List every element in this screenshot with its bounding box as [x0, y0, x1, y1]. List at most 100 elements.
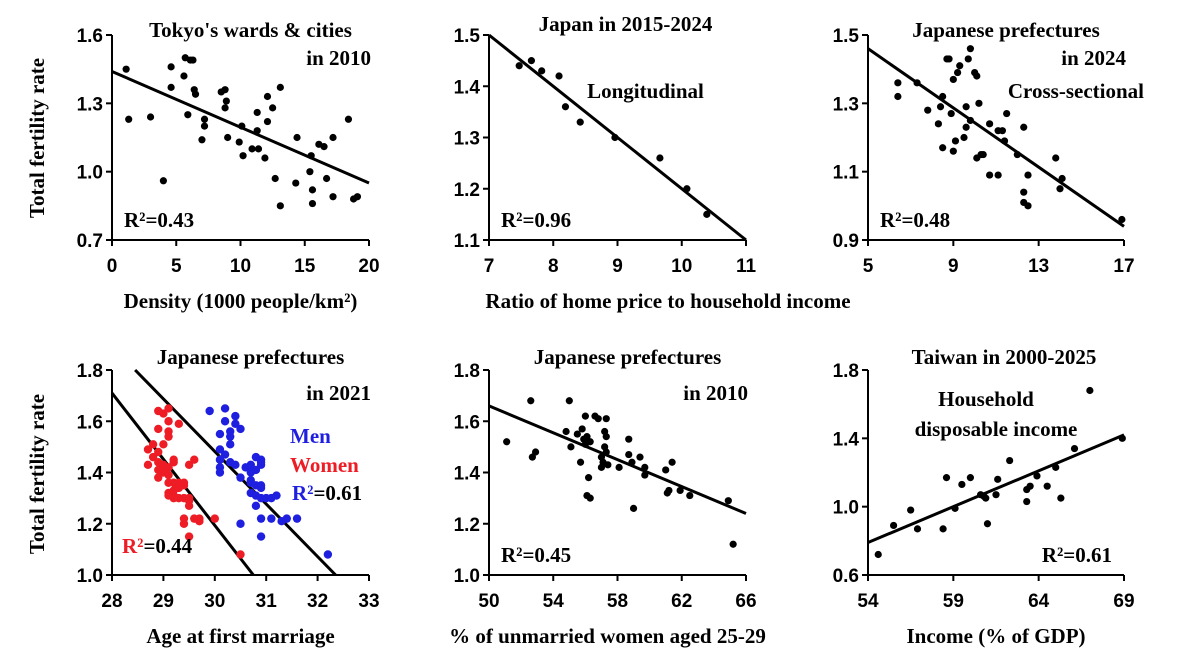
data-point-prefectures — [962, 103, 970, 111]
x-tick-label: 20 — [358, 256, 379, 277]
data-point-wards-cities — [269, 104, 277, 112]
data-point-prefectures — [567, 443, 575, 451]
r-squared-label-men: R²=0.61 — [292, 481, 362, 505]
data-point-taiwan — [874, 550, 882, 559]
panel-4: 1.0 1.2 1.4 1.6 1.8 28 29 30 31 32 33 Japanese pref… — [77, 345, 380, 648]
data-point-prefectures — [894, 79, 902, 87]
y-tick-label: 0.9 — [833, 231, 859, 252]
data-point-japan — [561, 103, 570, 111]
data-point-prefectures — [665, 486, 673, 495]
data-point-japan — [555, 72, 563, 80]
data-point-prefectures — [586, 438, 594, 446]
data-point-men — [256, 483, 266, 493]
x-tick-label: 62 — [671, 591, 692, 612]
data-point-women — [154, 424, 163, 434]
y-axis-label-top: Total fertility rate — [25, 58, 49, 218]
data-point-taiwan — [939, 525, 947, 533]
x-axis-label: Income (% of GDP) — [906, 624, 1085, 648]
panel-2: 1.1 1.2 1.3 1.4 1.5 7 8 9 10 11 Japan in 2015-2024… — [454, 12, 757, 277]
panel-3: 0.9 1.1 1.3 1.5 5 9 13 17 Japanese prefectures in… — [833, 18, 1145, 277]
data-point-men — [251, 501, 261, 511]
y-tick-label: 1.2 — [77, 515, 103, 536]
data-point-prefectures — [528, 453, 536, 461]
data-point-japan — [703, 210, 711, 218]
data-point-prefectures — [641, 463, 649, 471]
data-point-prefectures — [945, 55, 953, 63]
x-tick-label: 9 — [948, 256, 959, 277]
data-point-prefectures — [1056, 185, 1064, 193]
data-point-prefectures — [973, 72, 981, 80]
data-point-men — [231, 411, 240, 421]
regression-line — [867, 433, 1125, 544]
data-point-prefectures — [503, 438, 511, 446]
data-point-prefectures — [586, 494, 594, 502]
data-point-prefectures — [951, 137, 960, 145]
data-point-wards-cities — [308, 199, 317, 208]
panel-annotation: Longitudinal — [587, 79, 704, 103]
x-tick-label: 54 — [543, 591, 565, 612]
data-point-women — [164, 463, 173, 472]
data-point-prefectures — [668, 458, 676, 466]
data-point-prefectures — [625, 435, 633, 443]
data-point-wards-cities — [307, 152, 315, 160]
data-point-women — [148, 452, 158, 462]
data-point-men — [267, 514, 276, 523]
data-point-prefectures — [584, 474, 593, 482]
panel-title: Japanese prefectures — [157, 345, 345, 369]
data-point-taiwan — [1043, 482, 1051, 490]
data-point-taiwan — [992, 491, 1000, 499]
data-point-men — [226, 440, 235, 449]
data-point-prefectures — [602, 448, 610, 456]
data-point-prefectures — [939, 144, 947, 152]
y-tick-label: 0.7 — [77, 231, 103, 252]
panel-title: Japan in 2015-2024 — [539, 12, 713, 36]
r-squared-label: R²=0.45 — [501, 543, 571, 567]
data-point-taiwan — [1033, 472, 1041, 480]
y-tick-label: 1.3 — [77, 94, 103, 115]
x-tick-label: 31 — [256, 591, 278, 612]
r-squared-label-women: R²=0.44 — [122, 534, 193, 558]
data-point-taiwan — [983, 520, 992, 528]
data-point-wards-cities — [235, 138, 243, 146]
data-point-prefectures — [615, 463, 623, 471]
y-tick-label: 1.2 — [454, 180, 480, 201]
panel-title-line-2: in 2024 — [1061, 46, 1126, 70]
data-point-women — [169, 458, 178, 467]
data-point-wards-cities — [200, 115, 209, 123]
x-tick-label: 33 — [358, 591, 379, 612]
data-point-men — [256, 514, 266, 523]
data-point-wards-cities — [146, 113, 155, 121]
data-point-women — [169, 493, 178, 503]
data-point-prefectures — [986, 120, 994, 128]
data-point-women — [164, 432, 173, 441]
y-tick-label: 1.4 — [77, 464, 104, 485]
data-point-men — [246, 468, 255, 477]
data-point-prefectures — [527, 397, 535, 405]
data-point-women — [164, 417, 173, 426]
data-point-women — [154, 473, 163, 482]
data-point-wards-cities — [353, 193, 362, 201]
data-point-women — [179, 481, 189, 490]
data-point-men — [231, 460, 240, 470]
data-point-prefectures — [676, 486, 684, 495]
data-point-prefectures — [1024, 202, 1032, 210]
data-point-men — [236, 473, 245, 482]
data-point-wards-cities — [329, 193, 337, 201]
x-axis-label: Density (1000 people/km²) — [124, 289, 358, 313]
x-tick-label: 29 — [153, 591, 174, 612]
x-tick-label: 8 — [548, 256, 559, 277]
data-point-prefectures — [960, 133, 968, 142]
data-point-prefectures — [641, 471, 649, 479]
panel-5: 1.0 1.2 1.4 1.6 1.8 50 54 58 62 66 Japanese prefec… — [449, 345, 766, 648]
data-point-wards-cities — [276, 202, 284, 210]
data-point-prefectures — [628, 458, 636, 466]
data-point-prefectures — [576, 458, 585, 466]
regression-line — [488, 404, 747, 515]
data-point-wards-cities — [344, 115, 353, 123]
r-squared-label: R²=0.48 — [880, 208, 950, 232]
panel-title: Taiwan in 2000-2025 — [912, 345, 1097, 369]
data-point-prefectures — [662, 466, 670, 474]
data-point-wards-cities — [276, 83, 284, 91]
data-point-men — [215, 445, 225, 454]
data-point-wards-cities — [159, 177, 167, 185]
